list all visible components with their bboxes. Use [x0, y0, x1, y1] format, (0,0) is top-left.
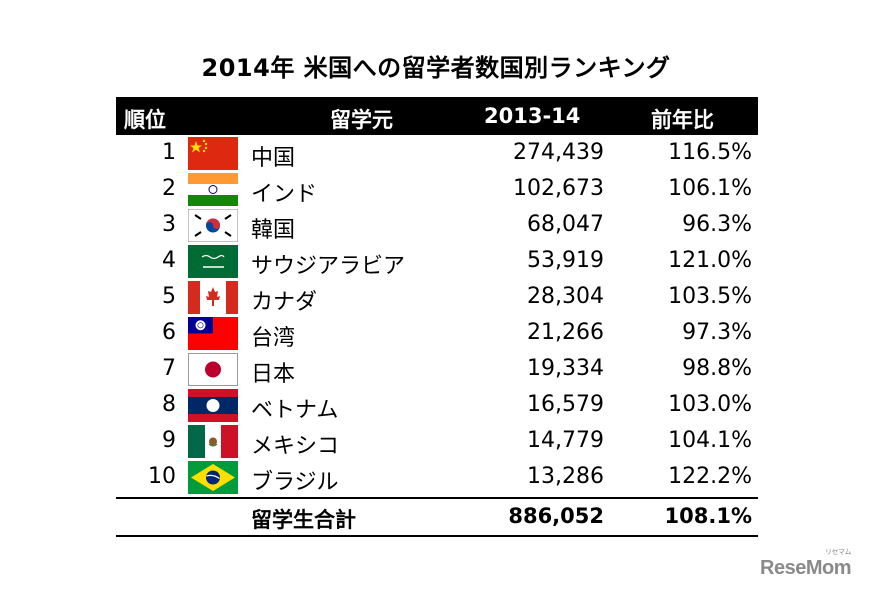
country-cell: 中国: [251, 146, 296, 171]
students-cell: 68,047: [527, 212, 604, 237]
country-cell: インド: [251, 182, 318, 207]
table-header: 順位 留学元 2013-14 前年比: [116, 97, 758, 135]
rank-cell: 7: [162, 356, 176, 381]
students-cell: 274,439: [513, 140, 604, 165]
header-students: 2013-14: [484, 104, 581, 128]
china-flag-icon: [188, 137, 238, 170]
total-label: 留学生合計: [251, 508, 356, 532]
rank-cell: 2: [162, 176, 176, 201]
table-row: 10 ブラジル 13,286 122.2%: [116, 459, 758, 495]
ratio-cell: 121.0%: [668, 248, 752, 273]
rank-cell: 9: [162, 428, 176, 453]
country-cell: カナダ: [251, 290, 318, 315]
logo-text: ReseMom: [760, 557, 851, 579]
total-row: 留学生合計 886,052 108.1%: [116, 497, 758, 537]
chart-title: 2014年 米国への留学者数国別ランキング: [201, 54, 671, 82]
students-cell: 13,286: [527, 464, 604, 489]
ratio-cell: 122.2%: [668, 464, 752, 489]
rank-cell: 10: [148, 464, 176, 489]
ratio-cell: 98.8%: [682, 356, 752, 381]
mexico-flag-icon: [188, 425, 238, 458]
country-cell: ブラジル: [251, 470, 339, 495]
saudi-arabia-flag-icon: [188, 245, 238, 278]
canada-flag-icon: [188, 281, 238, 314]
ranking-table: 順位 留学元 2013-14 前年比 1 中国 274,439 116.5% 2 インド 1…: [116, 97, 758, 537]
country-cell: ベトナム: [251, 398, 339, 423]
india-flag-icon: [188, 173, 238, 206]
table-row: 9 メキシコ 14,779 104.1%: [116, 423, 758, 459]
brazil-flag-icon: [188, 461, 238, 494]
country-cell: 韓国: [251, 218, 296, 243]
ratio-cell: 96.3%: [682, 212, 752, 237]
total-students: 886,052: [508, 504, 604, 528]
country-cell: メキシコ: [251, 434, 340, 459]
country-cell: サウジアラビア: [251, 254, 406, 279]
ratio-cell: 103.0%: [668, 392, 752, 417]
students-cell: 21,266: [527, 320, 604, 345]
rank-cell: 1: [162, 140, 176, 165]
table-row: 6 台湾 21,266 97.3%: [116, 315, 758, 351]
students-cell: 19,334: [527, 356, 604, 381]
logo-subtext: リセマム: [824, 549, 852, 556]
ratio-cell: 106.1%: [668, 176, 752, 201]
rank-cell: 4: [162, 248, 176, 273]
table-row: 8 ベトナム 16,579 103.0%: [116, 387, 758, 423]
table-row: 1 中国 274,439 116.5%: [116, 135, 758, 171]
country-cell: 日本: [251, 362, 296, 387]
rank-cell: 8: [162, 392, 176, 417]
header-rank: 順位: [124, 108, 166, 132]
students-cell: 28,304: [527, 284, 604, 309]
total-ratio: 108.1%: [664, 504, 752, 528]
ratio-cell: 104.1%: [668, 428, 752, 453]
japan-flag-icon: [188, 353, 238, 386]
rank-cell: 3: [162, 212, 176, 237]
table-row: 2 インド 102,673 106.1%: [116, 171, 758, 207]
table-row: 3 韓国 68,047 96.3%: [116, 207, 758, 243]
students-cell: 16,579: [527, 392, 604, 417]
resemom-logo: ReseMom リセマム: [760, 549, 851, 580]
vietnam-flag-icon: [188, 389, 238, 422]
korea-flag-icon: [188, 209, 238, 242]
table-row: 4 サウジアラビア 53,919 121.0%: [116, 243, 758, 279]
table-body: 1 中国 274,439 116.5% 2 インド 102,673 106.1% 3 韓国 68,0…: [116, 135, 758, 495]
table-row: 7 日本 19,334 98.8%: [116, 351, 758, 387]
students-cell: 102,673: [513, 176, 604, 201]
ratio-cell: 97.3%: [682, 320, 752, 345]
ratio-cell: 103.5%: [668, 284, 752, 309]
rank-cell: 5: [162, 284, 176, 309]
header-country: 留学元: [330, 108, 393, 132]
table-row: 5 カナダ 28,304 103.5%: [116, 279, 758, 315]
rank-cell: 6: [162, 320, 176, 345]
students-cell: 53,919: [527, 248, 604, 273]
students-cell: 14,779: [527, 428, 604, 453]
header-ratio: 前年比: [651, 108, 714, 132]
country-cell: 台湾: [251, 326, 296, 351]
ratio-cell: 116.5%: [668, 140, 752, 165]
taiwan-flag-icon: [188, 317, 238, 350]
